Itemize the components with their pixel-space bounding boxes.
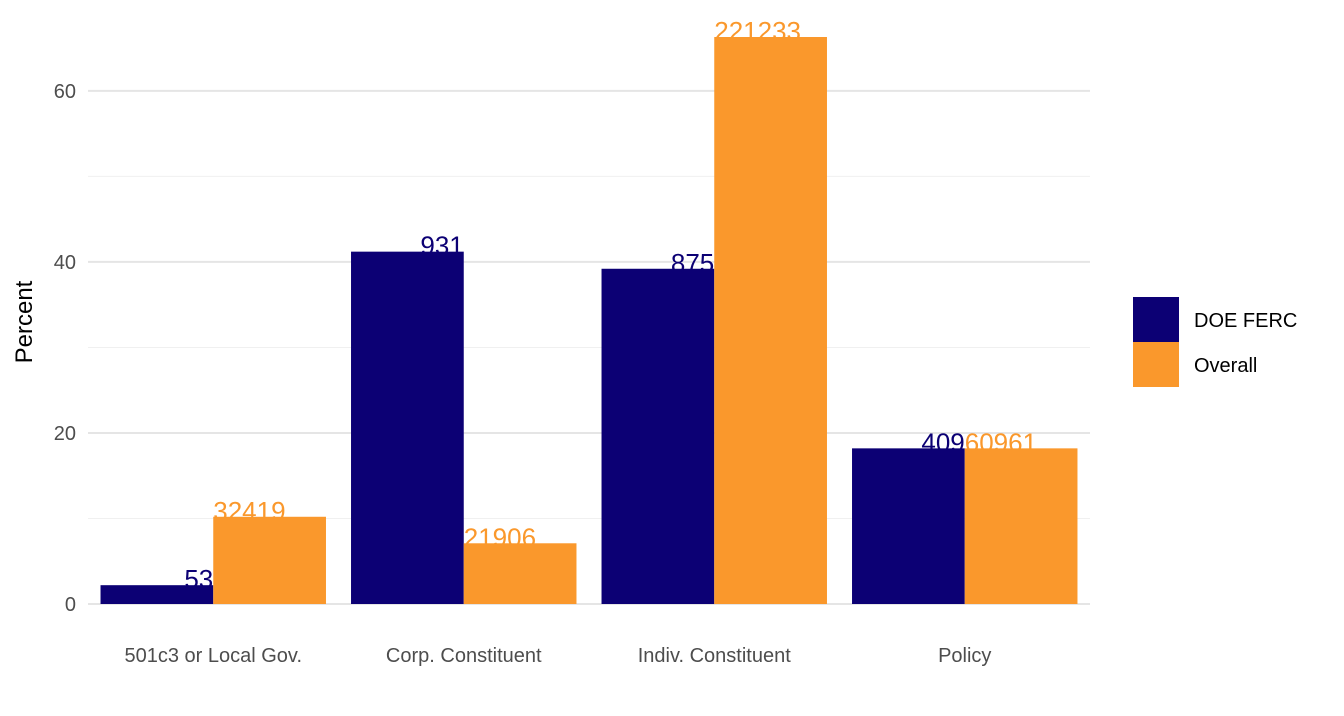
legend: DOE FERC Overall bbox=[1133, 297, 1297, 387]
legend-swatch bbox=[1133, 297, 1179, 342]
bar bbox=[852, 448, 965, 604]
bar bbox=[213, 516, 326, 604]
data-label: 875 bbox=[671, 248, 714, 278]
bar bbox=[964, 448, 1078, 604]
data-label: 221233 bbox=[714, 16, 801, 46]
x-tick-label: Policy bbox=[938, 645, 991, 667]
y-axis-title: Percent bbox=[11, 280, 38, 363]
data-label: 53 bbox=[184, 564, 213, 594]
x-tick-label: Indiv. Constituent bbox=[638, 645, 791, 667]
bars bbox=[100, 37, 1078, 604]
data-label: 60961 bbox=[965, 427, 1037, 457]
legend-label: DOE FERC bbox=[1194, 310, 1297, 332]
y-tick-label: 40 bbox=[54, 252, 76, 274]
y-axis-ticks: 0 20 40 60 bbox=[54, 81, 76, 616]
data-label: 931 bbox=[420, 231, 463, 261]
bar bbox=[463, 543, 577, 604]
bar bbox=[714, 37, 827, 604]
x-tick-label: Corp. Constituent bbox=[386, 645, 542, 667]
y-tick-label: 0 bbox=[65, 594, 76, 616]
x-axis-ticks: 501c3 or Local Gov. Corp. Constituent Indi… bbox=[124, 645, 991, 667]
data-label: 32419 bbox=[213, 496, 285, 526]
bar bbox=[100, 585, 214, 604]
bar bbox=[601, 268, 715, 604]
data-label: 21906 bbox=[464, 522, 536, 552]
data-label: 409 bbox=[921, 427, 964, 457]
x-tick-label: 501c3 or Local Gov. bbox=[124, 645, 302, 667]
data-labels: 53 32419 931 21906 875 221233 409 60961 bbox=[184, 16, 1037, 594]
bar bbox=[351, 251, 464, 604]
legend-swatch bbox=[1133, 342, 1179, 387]
y-tick-label: 60 bbox=[54, 81, 76, 103]
legend-label: Overall bbox=[1194, 355, 1257, 377]
y-tick-label: 20 bbox=[54, 423, 76, 445]
